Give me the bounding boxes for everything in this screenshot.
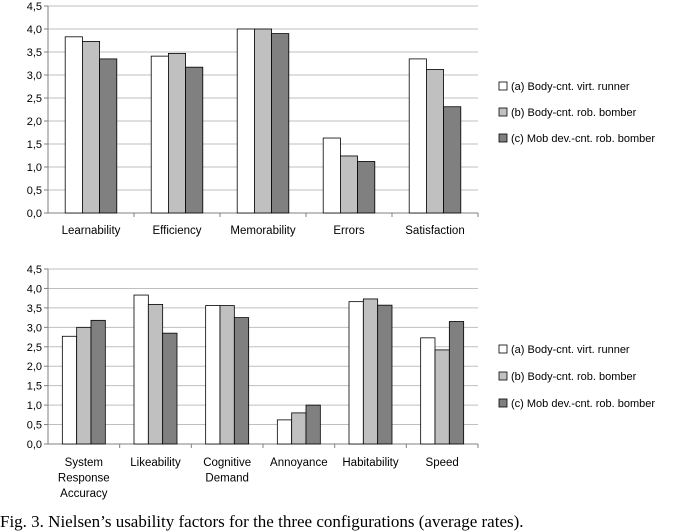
x-tick-label: Annoyance	[270, 457, 328, 469]
y-tick-label: 4,5	[27, 1, 42, 13]
x-tick-label: Efficiency	[152, 225, 201, 237]
legend-label: (a) Body-cnt. virt. runner	[511, 81, 630, 93]
legend-label: (b) Body-cnt. rob. bomber	[511, 107, 637, 119]
bar-b	[167, 52, 186, 214]
x-tick-label: Habitability	[342, 457, 398, 469]
bar-b	[253, 28, 272, 214]
y-tick-label: 1,5	[27, 381, 42, 393]
legend-label: (a) Body-cnt. virt. runner	[511, 344, 630, 356]
y-tick-label: 0,5	[27, 185, 42, 197]
bar-c	[99, 58, 118, 214]
bar-c	[443, 106, 462, 214]
y-tick-label: 0,0	[27, 439, 42, 451]
x-tick-label: Cognitive	[203, 457, 251, 469]
y-tick-label: 1,0	[27, 400, 42, 412]
legend-swatch	[498, 107, 508, 117]
y-tick-label: 2,5	[27, 342, 42, 354]
bar-a	[408, 58, 427, 214]
y-tick-label: 4,5	[27, 264, 42, 276]
legend-label: (c) Mob dev.-cnt. rob. bomber	[511, 133, 655, 145]
y-tick-label: 3,5	[27, 303, 42, 315]
bar-b	[82, 41, 101, 214]
bar-a	[322, 137, 341, 214]
bar-b	[219, 305, 235, 445]
bar-c	[357, 161, 376, 214]
legend-swatch	[498, 81, 508, 91]
x-tick-label: Speed	[426, 457, 459, 469]
chart-1: 0,0 0,5 1,0 1,5 2,0 2,5 3,0 3,5 4,0 4,5 Learnabili…	[27, 1, 656, 237]
bar-b	[362, 298, 379, 445]
bar-a	[420, 337, 436, 445]
x-tick-label: Response	[58, 473, 110, 485]
bar-a	[276, 419, 293, 445]
legend: (a) Body-cnt. virt. runner (b) Body-cnt. …	[498, 81, 655, 145]
x-tick-label: Accuracy	[60, 488, 108, 500]
x-tick-label: Demand	[205, 473, 248, 485]
bar-b	[339, 155, 358, 214]
bar-c	[377, 304, 393, 445]
chart-2: 0,0 0,5 1,0 1,5 2,0 2,5 3,0 3,5 4,0 4,5 System Resp…	[27, 264, 656, 500]
bar-a	[236, 28, 255, 214]
y-tick-label: 3,0	[27, 322, 42, 334]
bar-c	[185, 66, 204, 214]
x-tick-label: Memorability	[230, 225, 295, 237]
bar-a	[348, 301, 364, 445]
bar-c	[448, 321, 465, 445]
y-tick-label: 2,5	[27, 93, 42, 105]
bar-c	[162, 332, 178, 445]
y-tick-label: 1,5	[27, 139, 42, 151]
bar-b	[147, 303, 164, 445]
bar-a	[61, 335, 78, 445]
bar-c	[271, 33, 290, 214]
legend-swatch	[498, 344, 508, 354]
y-tick-label: 4,0	[27, 24, 42, 36]
legend-swatch	[498, 398, 508, 408]
bar-a	[205, 305, 221, 445]
x-tick-label: Learnability	[62, 225, 121, 237]
y-tick-label: 2,0	[27, 361, 42, 373]
x-tick-label: Errors	[333, 225, 365, 237]
bar-b	[291, 412, 307, 445]
y-tick-label: 0,0	[27, 208, 42, 220]
y-tick-label: 0,5	[27, 420, 42, 432]
legend-swatch	[498, 371, 508, 381]
y-tick-label: 3,0	[27, 70, 42, 82]
bar-b	[434, 349, 450, 445]
y-tick-label: 1,0	[27, 162, 42, 174]
legend-label: (b) Body-cnt. rob. bomber	[511, 371, 637, 383]
figure-caption: Fig. 3. Nielsen’s usability factors for …	[0, 512, 524, 531]
x-tick-label: System	[65, 457, 103, 469]
bar-c	[90, 319, 106, 445]
bar-a	[64, 36, 83, 214]
y-tick-label: 2,0	[27, 116, 42, 128]
bar-a	[150, 55, 169, 214]
legend: (a) Body-cnt. virt. runner (b) Body-cnt. …	[498, 344, 655, 410]
x-tick-label: Likeability	[130, 457, 181, 469]
bar-c	[233, 317, 250, 445]
bar-a	[133, 294, 149, 445]
bar-b	[76, 326, 92, 445]
bar-c	[305, 404, 321, 445]
y-tick-label: 4,0	[27, 283, 42, 295]
legend-label: (c) Mob dev.-cnt. rob. bomber	[511, 398, 655, 410]
legend-swatch	[498, 133, 508, 143]
y-tick-label: 3,5	[27, 47, 42, 59]
x-tick-label: Satisfaction	[405, 225, 464, 237]
figure: 0,0 0,5 1,0 1,5 2,0 2,5 3,0 3,5 4,0 4,5 Learnabili…	[27, 1, 656, 500]
bar-b	[425, 69, 444, 214]
